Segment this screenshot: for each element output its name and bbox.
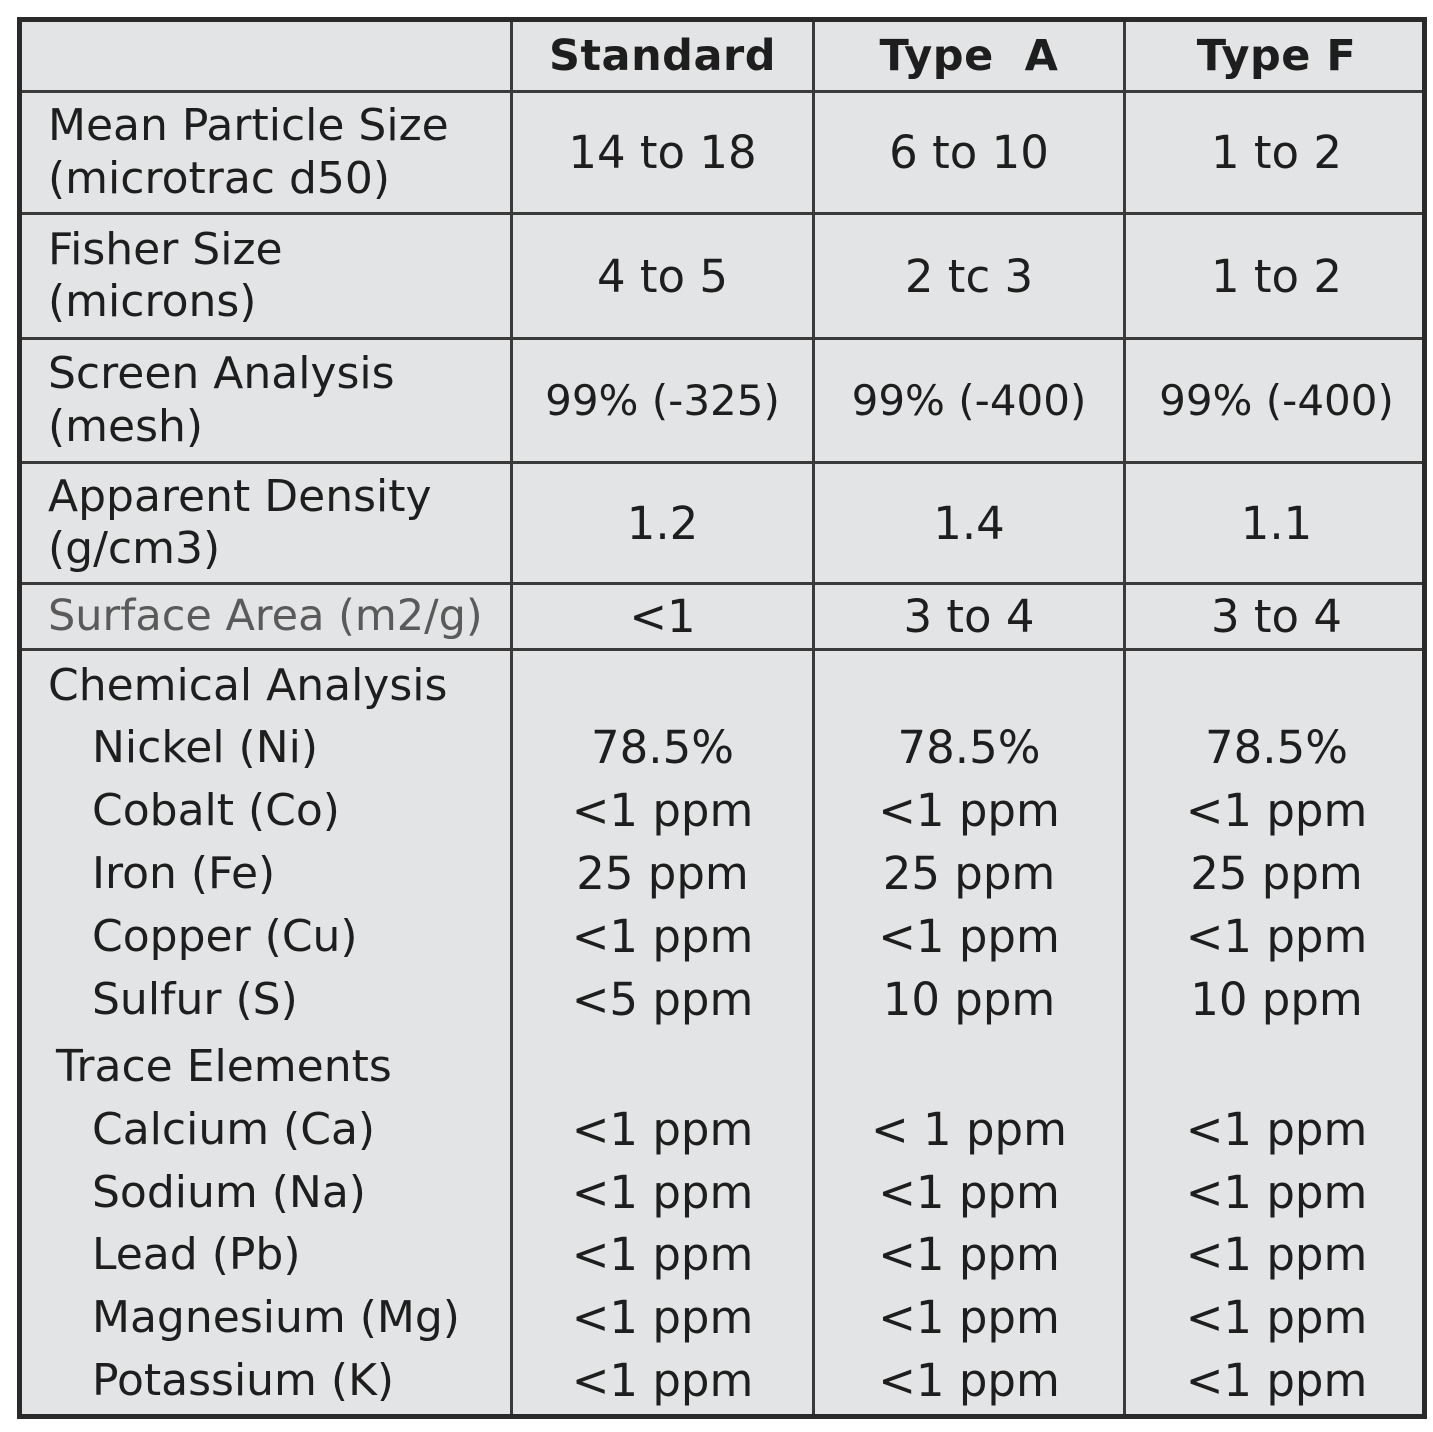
column-divider xyxy=(812,22,815,1414)
row-label-apparent-density: Apparent Density (g/cm3) xyxy=(22,464,510,582)
value-cell: 4 to 5 xyxy=(596,249,729,303)
value-cell: <1 ppm xyxy=(878,1228,1060,1281)
element-label-calcium: Calcium (Ca) xyxy=(92,1104,376,1155)
value-cell: 78.5% xyxy=(591,721,734,774)
value-cell: 25 ppm xyxy=(882,847,1056,900)
row-divider xyxy=(22,90,1422,93)
row-label-line: (mesh) xyxy=(48,400,204,452)
value-cell: <1 ppm xyxy=(878,1354,1060,1407)
value-cell: <1 ppm xyxy=(878,1166,1060,1219)
value-cell: 14 to 18 xyxy=(568,126,757,179)
value-cell: 78.5% xyxy=(897,721,1041,774)
value-cell: 1.2 xyxy=(626,496,699,550)
row-divider xyxy=(22,461,1422,464)
element-label-lead: Lead (Pb) xyxy=(92,1229,301,1280)
element-label-sulfur: Sulfur (S) xyxy=(92,974,298,1025)
value-cell: <1 ppm xyxy=(1185,784,1368,837)
value-cell: <1 ppm xyxy=(1185,1228,1368,1281)
column-header-type-a: Type A xyxy=(879,31,1059,81)
value-cell: 2 tc 3 xyxy=(904,249,1034,303)
row-divider xyxy=(22,337,1422,340)
value-cell: <1 ppm xyxy=(878,1291,1060,1344)
value-cell: 1 to 2 xyxy=(1210,249,1343,303)
value-cell: <1 ppm xyxy=(1185,1354,1368,1407)
value-cell: 10 ppm xyxy=(882,973,1056,1026)
row-label-line: (microns) xyxy=(48,276,257,327)
value-cell: 78.5% xyxy=(1205,721,1348,774)
element-label-cobalt: Cobalt (Co) xyxy=(92,785,340,836)
value-cell: <1 ppm xyxy=(878,784,1060,837)
row-label-line: Mean Particle Size xyxy=(48,100,449,152)
row-label-line: Surface Area (m2/g) xyxy=(48,590,483,641)
value-cell: 99% (-400) xyxy=(1159,376,1394,425)
row-label-surface-area: Surface Area (m2/g) xyxy=(22,585,510,648)
row-divider xyxy=(22,648,1422,651)
value-cell: <1 ppm xyxy=(1185,1166,1368,1219)
row-label-line: Apparent Density xyxy=(48,470,432,522)
row-divider xyxy=(22,212,1422,215)
value-cell: <1 ppm xyxy=(571,1354,754,1407)
column-divider xyxy=(510,22,513,1414)
value-cell: <1 ppm xyxy=(571,1166,754,1219)
value-cell: <1 ppm xyxy=(571,1291,754,1344)
value-cell: 99% (-400) xyxy=(851,376,1087,425)
specification-table: Standard Type A Type F Mean Particle Siz… xyxy=(17,17,1427,1419)
value-cell: < 1 ppm xyxy=(871,1103,1067,1156)
row-label-line: (microtrac d50) xyxy=(48,152,391,204)
element-label-sodium: Sodium (Na) xyxy=(92,1167,366,1218)
trace-elements-heading: Trace Elements xyxy=(56,1041,392,1092)
row-label-line: Fisher Size xyxy=(48,223,283,275)
value-cell: <1 ppm xyxy=(571,910,754,963)
row-label-screen-analysis: Screen Analysis (mesh) xyxy=(22,340,510,461)
row-label-mean-particle-size: Mean Particle Size (microtrac d50) xyxy=(22,93,510,212)
value-cell: <1 ppm xyxy=(571,1228,754,1281)
element-label-copper: Copper (Cu) xyxy=(92,911,358,962)
row-label-line: Screen Analysis xyxy=(48,348,395,400)
value-cell: 25 ppm xyxy=(1190,847,1363,900)
row-label-fisher-size: Fisher Size (microns) xyxy=(22,215,510,337)
chemical-analysis-heading: Chemical Analysis xyxy=(48,660,448,711)
value-cell: <1 ppm xyxy=(878,910,1060,963)
value-cell: 1.1 xyxy=(1240,496,1313,550)
element-label-iron: Iron (Fe) xyxy=(92,848,276,899)
value-cell: 1 to 2 xyxy=(1210,126,1343,179)
value-cell: <1 ppm xyxy=(1185,1103,1368,1156)
column-divider xyxy=(1123,22,1126,1414)
column-header-type-f: Type F xyxy=(1196,31,1357,81)
row-divider xyxy=(22,582,1422,585)
value-cell: <1 ppm xyxy=(571,784,754,837)
value-cell: 3 to 4 xyxy=(903,590,1035,643)
value-cell: 25 ppm xyxy=(576,847,749,900)
element-label-magnesium: Magnesium (Mg) xyxy=(92,1292,460,1343)
value-cell: 3 to 4 xyxy=(1210,590,1343,643)
value-cell: <5 ppm xyxy=(571,973,754,1026)
element-label-potassium: Potassium (K) xyxy=(92,1355,395,1406)
value-cell: 6 to 10 xyxy=(889,126,1049,179)
value-cell: <1 ppm xyxy=(571,1103,754,1156)
value-cell: <1 xyxy=(629,590,696,643)
value-cell: <1 ppm xyxy=(1185,910,1368,963)
value-cell: <1 ppm xyxy=(1185,1291,1368,1344)
value-cell: 1.4 xyxy=(933,496,1005,550)
element-label-nickel: Nickel (Ni) xyxy=(92,722,318,773)
value-cell: 99% (-325) xyxy=(545,376,780,425)
value-cell: 10 ppm xyxy=(1190,973,1363,1026)
column-header-standard: Standard xyxy=(549,31,776,81)
row-label-line: (g/cm3) xyxy=(48,523,221,574)
